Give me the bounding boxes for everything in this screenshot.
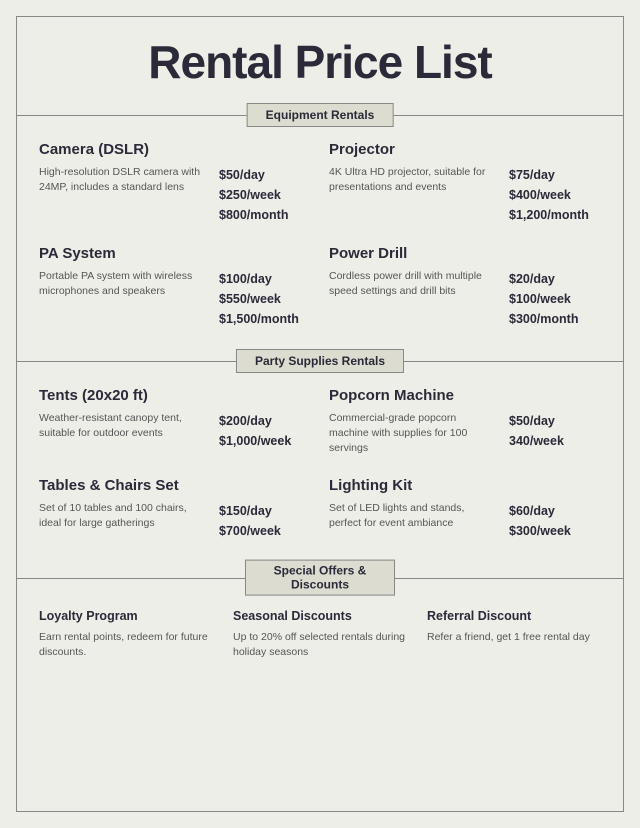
- price: $800/month: [219, 205, 311, 225]
- section-label: Party Supplies Rentals: [236, 349, 404, 373]
- price-list-page: Rental Price List Equipment Rentals Came…: [16, 16, 624, 812]
- price: $100/week: [509, 289, 601, 309]
- offer-desc: Up to 20% off selected rentals during ho…: [233, 630, 407, 660]
- price: $50/day: [219, 165, 311, 185]
- item-prices: $20/day $100/week $300/month: [509, 269, 601, 329]
- offer-item: Referral Discount Refer a friend, get 1 …: [427, 609, 601, 660]
- price: $60/day: [509, 501, 601, 521]
- price: $250/week: [219, 185, 311, 205]
- section-label: Special Offers & Discounts: [245, 559, 395, 596]
- item-prices: $75/day $400/week $1,200/month: [509, 165, 601, 225]
- equipment-grid: Camera (DSLR) High-resolution DSLR camer…: [17, 141, 623, 349]
- item-body: Weather-resistant canopy tent, suitable …: [39, 411, 311, 451]
- item-desc: Set of 10 tables and 100 chairs, ideal f…: [39, 501, 205, 541]
- item-name: PA System: [39, 245, 311, 262]
- item-name: Popcorn Machine: [329, 387, 601, 404]
- party-grid: Tents (20x20 ft) Weather-resistant canop…: [17, 387, 623, 561]
- price: $1,000/week: [219, 431, 311, 451]
- section-label: Equipment Rentals: [247, 103, 394, 127]
- price: $75/day: [509, 165, 601, 185]
- item-name: Projector: [329, 141, 601, 158]
- price: $300/week: [509, 521, 601, 541]
- section-header: Party Supplies Rentals: [17, 349, 623, 373]
- item-name: Tents (20x20 ft): [39, 387, 311, 404]
- item-body: Set of LED lights and stands, perfect fo…: [329, 501, 601, 541]
- offer-item: Seasonal Discounts Up to 20% off selecte…: [233, 609, 407, 660]
- item-name: Power Drill: [329, 245, 601, 262]
- item-prices: $50/day $250/week $800/month: [219, 165, 311, 225]
- item-prices: $200/day $1,000/week: [219, 411, 311, 451]
- item-body: High-resolution DSLR camera with 24MP, i…: [39, 165, 311, 225]
- rental-item: Projector 4K Ultra HD projector, suitabl…: [329, 141, 601, 225]
- item-desc: High-resolution DSLR camera with 24MP, i…: [39, 165, 205, 225]
- item-desc: Commercial-grade popcorn machine with su…: [329, 411, 495, 457]
- rental-item: PA System Portable PA system with wirele…: [39, 245, 311, 329]
- offer-name: Loyalty Program: [39, 609, 213, 623]
- item-desc: Weather-resistant canopy tent, suitable …: [39, 411, 205, 451]
- item-body: Cordless power drill with multiple speed…: [329, 269, 601, 329]
- item-prices: $100/day $550/week $1,500/month: [219, 269, 311, 329]
- price: $150/day: [219, 501, 311, 521]
- price: $1,500/month: [219, 309, 311, 329]
- price: $1,200/month: [509, 205, 601, 225]
- price: $400/week: [509, 185, 601, 205]
- offer-name: Referral Discount: [427, 609, 601, 623]
- item-body: Commercial-grade popcorn machine with su…: [329, 411, 601, 457]
- item-desc: Cordless power drill with multiple speed…: [329, 269, 495, 329]
- item-name: Lighting Kit: [329, 477, 601, 494]
- item-body: Portable PA system with wireless microph…: [39, 269, 311, 329]
- item-desc: Set of LED lights and stands, perfect fo…: [329, 501, 495, 541]
- section-header: Equipment Rentals: [17, 103, 623, 127]
- item-body: Set of 10 tables and 100 chairs, ideal f…: [39, 501, 311, 541]
- price: $100/day: [219, 269, 311, 289]
- price: 340/week: [509, 431, 601, 451]
- item-prices: $150/day $700/week: [219, 501, 311, 541]
- section-header: Special Offers & Discounts: [17, 561, 623, 595]
- item-desc: 4K Ultra HD projector, suitable for pres…: [329, 165, 495, 225]
- offer-desc: Refer a friend, get 1 free rental day: [427, 630, 601, 645]
- rental-item: Power Drill Cordless power drill with mu…: [329, 245, 601, 329]
- price: $700/week: [219, 521, 311, 541]
- item-prices: $60/day $300/week: [509, 501, 601, 541]
- item-desc: Portable PA system with wireless microph…: [39, 269, 205, 329]
- item-body: 4K Ultra HD projector, suitable for pres…: [329, 165, 601, 225]
- rental-item: Popcorn Machine Commercial-grade popcorn…: [329, 387, 601, 457]
- price: $200/day: [219, 411, 311, 431]
- page-title: Rental Price List: [17, 35, 623, 89]
- price: $50/day: [509, 411, 601, 431]
- rental-item: Camera (DSLR) High-resolution DSLR camer…: [39, 141, 311, 225]
- item-name: Tables & Chairs Set: [39, 477, 311, 494]
- rental-item: Lighting Kit Set of LED lights and stand…: [329, 477, 601, 541]
- item-name: Camera (DSLR): [39, 141, 311, 158]
- rental-item: Tables & Chairs Set Set of 10 tables and…: [39, 477, 311, 541]
- price: $550/week: [219, 289, 311, 309]
- price: $300/month: [509, 309, 601, 329]
- offer-desc: Earn rental points, redeem for future di…: [39, 630, 213, 660]
- rental-item: Tents (20x20 ft) Weather-resistant canop…: [39, 387, 311, 457]
- price: $20/day: [509, 269, 601, 289]
- offers-grid: Loyalty Program Earn rental points, rede…: [17, 609, 623, 676]
- item-prices: $50/day 340/week: [509, 411, 601, 457]
- offer-name: Seasonal Discounts: [233, 609, 407, 623]
- offer-item: Loyalty Program Earn rental points, rede…: [39, 609, 213, 660]
